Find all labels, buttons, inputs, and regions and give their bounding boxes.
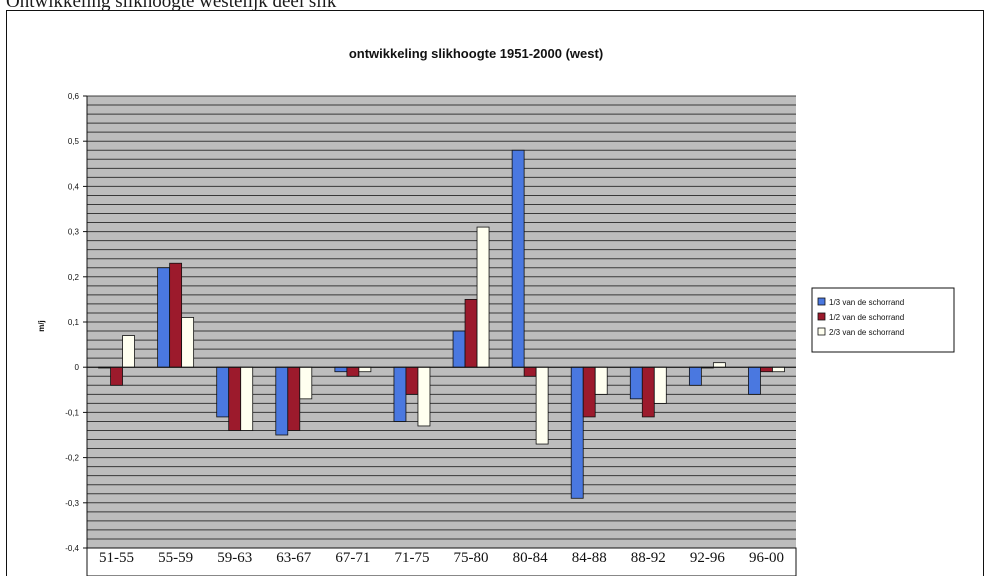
bar <box>476 226 490 368</box>
bar <box>228 366 242 431</box>
bar <box>594 366 608 395</box>
bar <box>393 366 407 422</box>
bar <box>464 298 478 368</box>
bar <box>653 366 667 404</box>
y-tick-label: 0,1 <box>68 318 80 327</box>
bar <box>157 267 171 368</box>
bar <box>358 366 372 373</box>
x-tick-label: 75-80 <box>454 550 489 566</box>
bar <box>511 149 525 368</box>
x-tick-label: 92-96 <box>690 550 725 566</box>
y-tick-label: -0,4 <box>65 544 79 553</box>
bar <box>405 366 419 395</box>
x-tick-label: 84-88 <box>572 550 607 566</box>
x-tick-label: 55-59 <box>158 550 193 566</box>
x-tick-label: 51-55 <box>99 550 134 566</box>
y-tick-label: 0,6 <box>68 92 80 101</box>
chart-title: ontwikkeling slikhoogte 1951-2000 (west) <box>349 46 603 61</box>
bar <box>452 330 466 368</box>
legend-swatch <box>817 327 826 336</box>
y-tick-label: -0,2 <box>65 454 79 463</box>
y-tick-label: 0,3 <box>68 228 80 237</box>
y-tick-label: -0,1 <box>65 408 79 417</box>
x-tick-label: 88-92 <box>631 550 666 566</box>
legend-label: 1/2 van de schorrand <box>829 313 904 322</box>
bar <box>772 366 785 373</box>
bar <box>181 317 195 368</box>
bar <box>275 366 289 436</box>
bar <box>523 366 537 377</box>
bar <box>760 366 773 373</box>
bar <box>334 366 348 373</box>
bar <box>287 366 301 431</box>
plot-area: -0,4 -0,3 -0,2 -0,1 0 0,1 0,2 0,3 0,4 0,5 0,6 51-55… <box>65 92 797 576</box>
y-tick-label: 0,5 <box>68 137 80 146</box>
legend-label: 1/3 van de schorrand <box>829 298 904 307</box>
legend-label: 2/3 van de schorrand <box>829 328 904 337</box>
x-tick-label: 63-67 <box>276 550 311 566</box>
bar <box>748 366 761 395</box>
y-tick-label: -0,3 <box>65 499 79 508</box>
bar <box>299 366 313 400</box>
legend-box <box>811 287 955 353</box>
x-tick-label: 96-00 <box>749 550 784 566</box>
y-axis-label: m/j <box>37 320 46 332</box>
legend-swatch <box>817 312 826 321</box>
bar <box>641 366 655 418</box>
legend: 1/3 van de schorrand 1/2 van de schorrand… <box>811 287 955 353</box>
bar <box>629 366 643 400</box>
bar <box>110 366 123 386</box>
y-tick-label: 0,2 <box>68 273 80 282</box>
bar <box>712 362 726 368</box>
figure-caption: Ontwikkeling slikhoogte westelijk deel s… <box>6 0 337 12</box>
x-tick-label: 80-84 <box>513 550 548 566</box>
bar <box>216 366 230 418</box>
y-tick-label: 0 <box>75 363 80 372</box>
bar <box>169 262 183 368</box>
bar <box>535 366 549 445</box>
y-tick-label: 0,4 <box>68 182 80 191</box>
bar <box>582 366 596 418</box>
bar <box>570 366 584 499</box>
x-tick-label: 71-75 <box>394 550 429 566</box>
legend-swatch <box>817 297 826 306</box>
x-axis-label-band <box>86 547 797 576</box>
bar <box>688 366 702 386</box>
bar <box>417 366 431 427</box>
bar <box>240 366 254 431</box>
x-tick-label: 67-71 <box>335 550 370 566</box>
bar <box>122 335 135 368</box>
x-tick-label: 59-63 <box>217 550 252 566</box>
bar <box>346 366 360 377</box>
